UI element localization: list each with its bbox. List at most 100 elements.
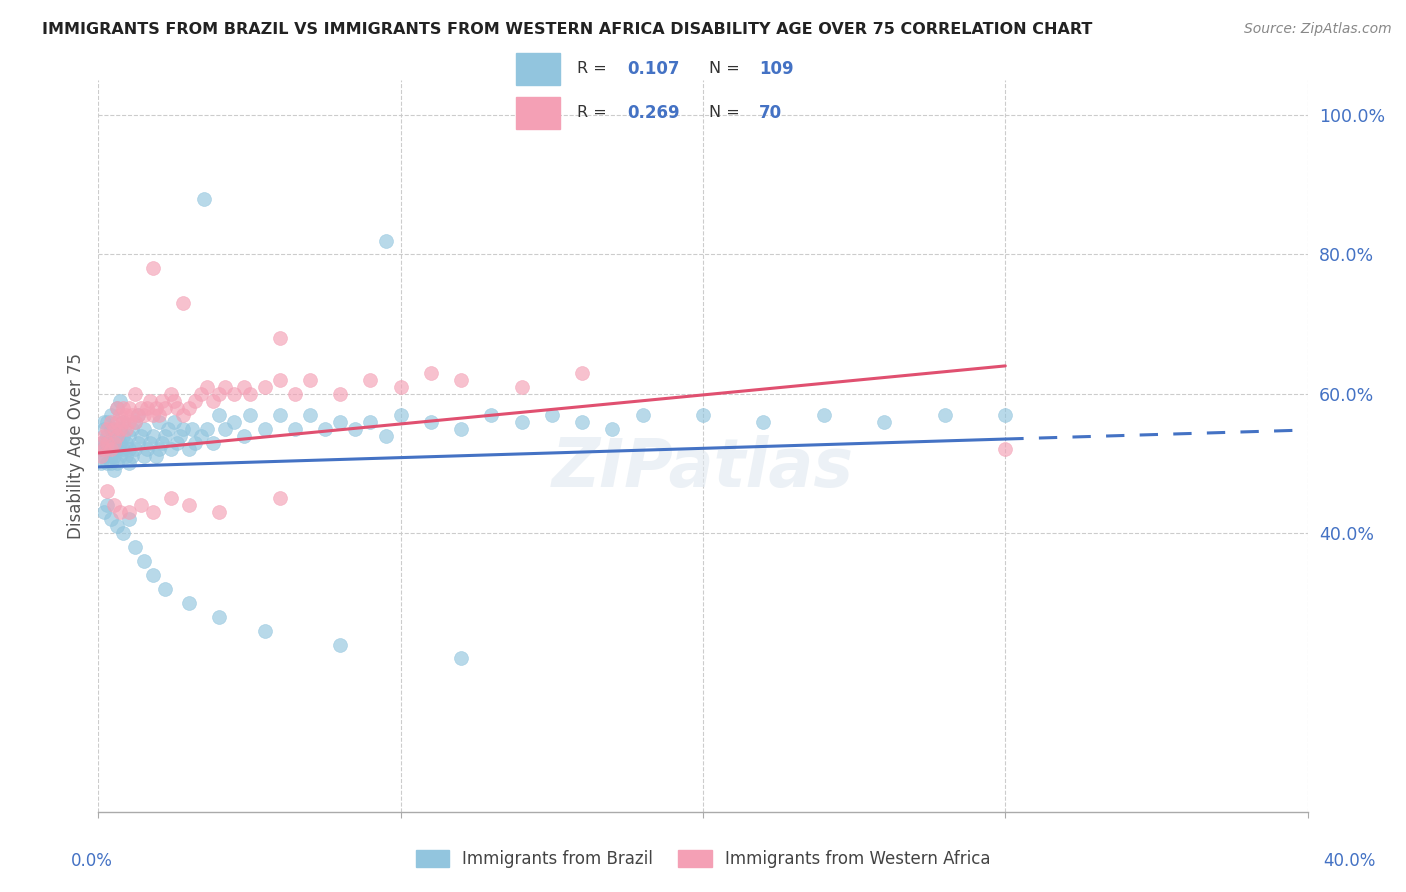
- Point: [100, 512, 122, 526]
- Point: [172, 421, 194, 435]
- Point: [153, 428, 176, 442]
- Point: [160, 491, 183, 506]
- Point: [420, 415, 443, 429]
- Point: [111, 442, 134, 457]
- Point: [103, 463, 125, 477]
- Point: [510, 380, 533, 394]
- Point: [114, 435, 136, 450]
- Point: [299, 408, 322, 422]
- Point: [269, 408, 291, 422]
- Point: [450, 651, 472, 665]
- Point: [105, 457, 128, 471]
- Point: [148, 442, 170, 457]
- Point: [111, 415, 134, 429]
- Point: [118, 442, 141, 457]
- Point: [96, 484, 118, 499]
- Point: [96, 442, 118, 457]
- Point: [269, 491, 291, 506]
- Point: [179, 401, 201, 415]
- Point: [111, 428, 134, 442]
- Point: [100, 450, 122, 464]
- Point: [108, 421, 131, 435]
- Point: [450, 421, 472, 435]
- Point: [100, 442, 122, 457]
- Point: [135, 442, 157, 457]
- Point: [873, 415, 896, 429]
- Point: [103, 435, 125, 450]
- Point: [510, 415, 533, 429]
- Point: [481, 408, 503, 422]
- Point: [195, 421, 218, 435]
- Point: [118, 505, 141, 519]
- Point: [166, 435, 188, 450]
- Point: [450, 373, 472, 387]
- Point: [100, 408, 122, 422]
- Point: [148, 415, 170, 429]
- Point: [114, 421, 136, 435]
- Point: [127, 435, 149, 450]
- Point: [994, 408, 1017, 422]
- Point: [139, 393, 162, 408]
- Point: [103, 450, 125, 464]
- Text: 0.107: 0.107: [627, 60, 681, 78]
- Point: [105, 428, 128, 442]
- Point: [124, 415, 146, 429]
- Point: [105, 415, 128, 429]
- Point: [208, 505, 231, 519]
- Point: [202, 435, 225, 450]
- Point: [994, 442, 1017, 457]
- Point: [108, 393, 131, 408]
- Point: [239, 408, 262, 422]
- Point: [90, 442, 112, 457]
- Point: [389, 408, 412, 422]
- Point: [90, 435, 112, 450]
- Point: [420, 366, 443, 380]
- Point: [132, 450, 155, 464]
- Point: [169, 428, 191, 442]
- Point: [103, 498, 125, 512]
- Point: [93, 428, 115, 442]
- Point: [111, 401, 134, 415]
- Point: [121, 421, 143, 435]
- Point: [108, 435, 131, 450]
- Point: [124, 415, 146, 429]
- Point: [103, 435, 125, 450]
- Point: [132, 554, 155, 568]
- Point: [96, 457, 118, 471]
- Point: [114, 408, 136, 422]
- Bar: [516, 97, 560, 129]
- Point: [571, 366, 593, 380]
- Point: [934, 408, 956, 422]
- Point: [329, 386, 352, 401]
- Point: [105, 401, 128, 415]
- Point: [239, 386, 262, 401]
- Point: [344, 421, 367, 435]
- Text: 0.0%: 0.0%: [70, 852, 112, 870]
- Text: Source: ZipAtlas.com: Source: ZipAtlas.com: [1244, 22, 1392, 37]
- Point: [96, 435, 118, 450]
- Point: [127, 408, 149, 422]
- Point: [135, 401, 157, 415]
- Point: [150, 393, 173, 408]
- Point: [132, 421, 155, 435]
- Text: IMMIGRANTS FROM BRAZIL VS IMMIGRANTS FROM WESTERN AFRICA DISABILITY AGE OVER 75 : IMMIGRANTS FROM BRAZIL VS IMMIGRANTS FRO…: [42, 22, 1092, 37]
- Point: [118, 401, 141, 415]
- Text: ZIPatlas: ZIPatlas: [553, 435, 853, 501]
- Point: [105, 428, 128, 442]
- Point: [93, 505, 115, 519]
- Point: [118, 512, 141, 526]
- Point: [93, 421, 115, 435]
- Bar: [516, 53, 560, 85]
- Point: [150, 435, 173, 450]
- Point: [224, 386, 246, 401]
- Point: [208, 609, 231, 624]
- Point: [269, 331, 291, 345]
- Point: [299, 373, 322, 387]
- Point: [360, 415, 382, 429]
- Text: N =: N =: [709, 62, 745, 77]
- Point: [132, 408, 155, 422]
- Point: [118, 415, 141, 429]
- Point: [190, 386, 212, 401]
- Point: [163, 415, 186, 429]
- Legend: Immigrants from Brazil, Immigrants from Western Africa: Immigrants from Brazil, Immigrants from …: [409, 843, 997, 875]
